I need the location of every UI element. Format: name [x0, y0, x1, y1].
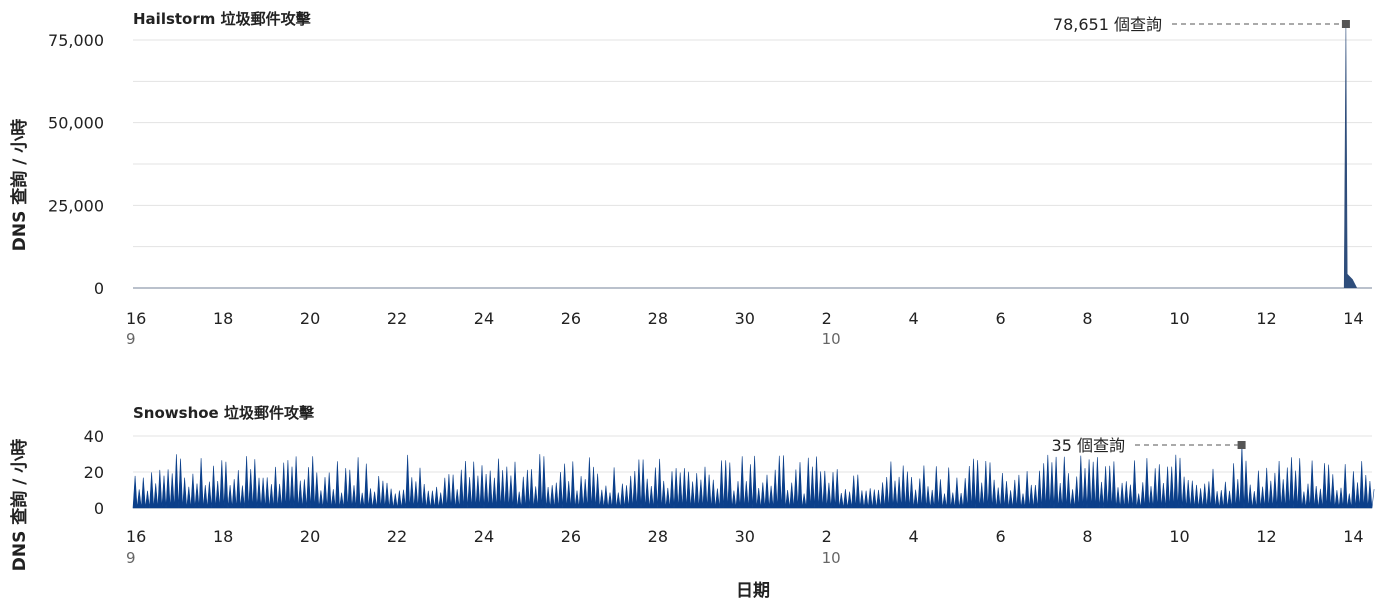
x-month-label: 10	[822, 549, 841, 567]
snowshoe-gridlines	[133, 435, 1372, 509]
hailstorm-y-ticks: 0 25,000 50,000 75,000	[48, 31, 104, 298]
annotation-label: 35 個查詢	[1052, 436, 1125, 455]
x-tick-label: 6	[995, 527, 1005, 546]
y-tick-label: 75,000	[48, 31, 104, 50]
hailstorm-series	[133, 27, 1372, 289]
y-tick-label: 0	[94, 499, 104, 518]
x-tick-label: 16	[126, 527, 146, 546]
annotation-label: 78,651 個查詢	[1053, 15, 1162, 34]
x-tick-label: 18	[213, 309, 233, 328]
x-tick-label: 24	[474, 527, 494, 546]
x-tick-label: 20	[300, 527, 320, 546]
x-month-label: 9	[126, 330, 136, 348]
hailstorm-x-ticks: 16 18 20 22 24 26 28 30 2 4 6 8 10 12 149 10	[126, 309, 1364, 348]
annotation-marker	[1341, 20, 1350, 28]
y-tick-label: 40	[84, 427, 104, 446]
x-tick-label: 2	[822, 309, 832, 328]
x-tick-label: 12	[1256, 527, 1276, 546]
x-tick-label: 28	[648, 309, 668, 328]
x-tick-label: 4	[909, 527, 919, 546]
x-tick-label: 26	[561, 309, 581, 328]
x-tick-label: 12	[1256, 309, 1276, 328]
x-tick-label: 22	[387, 309, 407, 328]
snowshoe-annotation: 35 個查詢	[1052, 436, 1246, 455]
snowshoe-x-ticks: 16 18 20 22 24 26 28 30 2 4 6 8 10 12 149 10	[126, 527, 1364, 567]
y-tick-label: 25,000	[48, 196, 104, 215]
x-tick-label: 14	[1343, 527, 1363, 546]
snowshoe-y-axis-label: DNS 查詢 / 小時	[9, 439, 30, 572]
hailstorm-annotation: 78,651 個查詢	[1053, 15, 1350, 34]
x-tick-label: 14	[1343, 309, 1363, 328]
series-area	[132, 444, 1375, 509]
x-tick-label: 8	[1082, 527, 1092, 546]
y-tick-label: 0	[94, 279, 104, 298]
hailstorm-panel: Hailstorm 垃圾郵件攻擊 DNS 查詢 / 小時 0 25,000 50,0…	[9, 10, 1372, 348]
annotation-marker	[1237, 441, 1246, 449]
x-tick-label: 26	[561, 527, 581, 546]
x-tick-label: 20	[300, 309, 320, 328]
x-tick-label: 30	[735, 527, 755, 546]
x-tick-label: 30	[735, 309, 755, 328]
x-tick-label: 8	[1082, 309, 1092, 328]
x-axis-title: 日期	[736, 581, 770, 601]
x-tick-label: 18	[213, 527, 233, 546]
y-tick-label: 50,000	[48, 114, 104, 133]
x-tick-label: 28	[648, 527, 668, 546]
x-tick-label: 6	[995, 309, 1005, 328]
snowshoe-title: Snowshoe 垃圾郵件攻擊	[133, 404, 315, 422]
x-tick-label: 2	[822, 527, 832, 546]
snowshoe-y-ticks: 0 20 40	[84, 427, 104, 518]
hailstorm-gridlines	[133, 39, 1372, 289]
x-tick-label: 10	[1169, 527, 1189, 546]
x-tick-label: 10	[1169, 309, 1189, 328]
series-area	[133, 27, 1372, 289]
x-month-label: 10	[822, 330, 841, 348]
x-month-label: 9	[126, 549, 136, 567]
hailstorm-title: Hailstorm 垃圾郵件攻擊	[133, 10, 312, 28]
x-tick-label: 24	[474, 309, 494, 328]
x-tick-label: 22	[387, 527, 407, 546]
x-tick-label: 4	[909, 309, 919, 328]
hailstorm-y-axis-label: DNS 查詢 / 小時	[9, 119, 30, 252]
snowshoe-series	[132, 444, 1375, 509]
x-tick-label: 16	[126, 309, 146, 328]
y-tick-label: 20	[84, 463, 104, 482]
